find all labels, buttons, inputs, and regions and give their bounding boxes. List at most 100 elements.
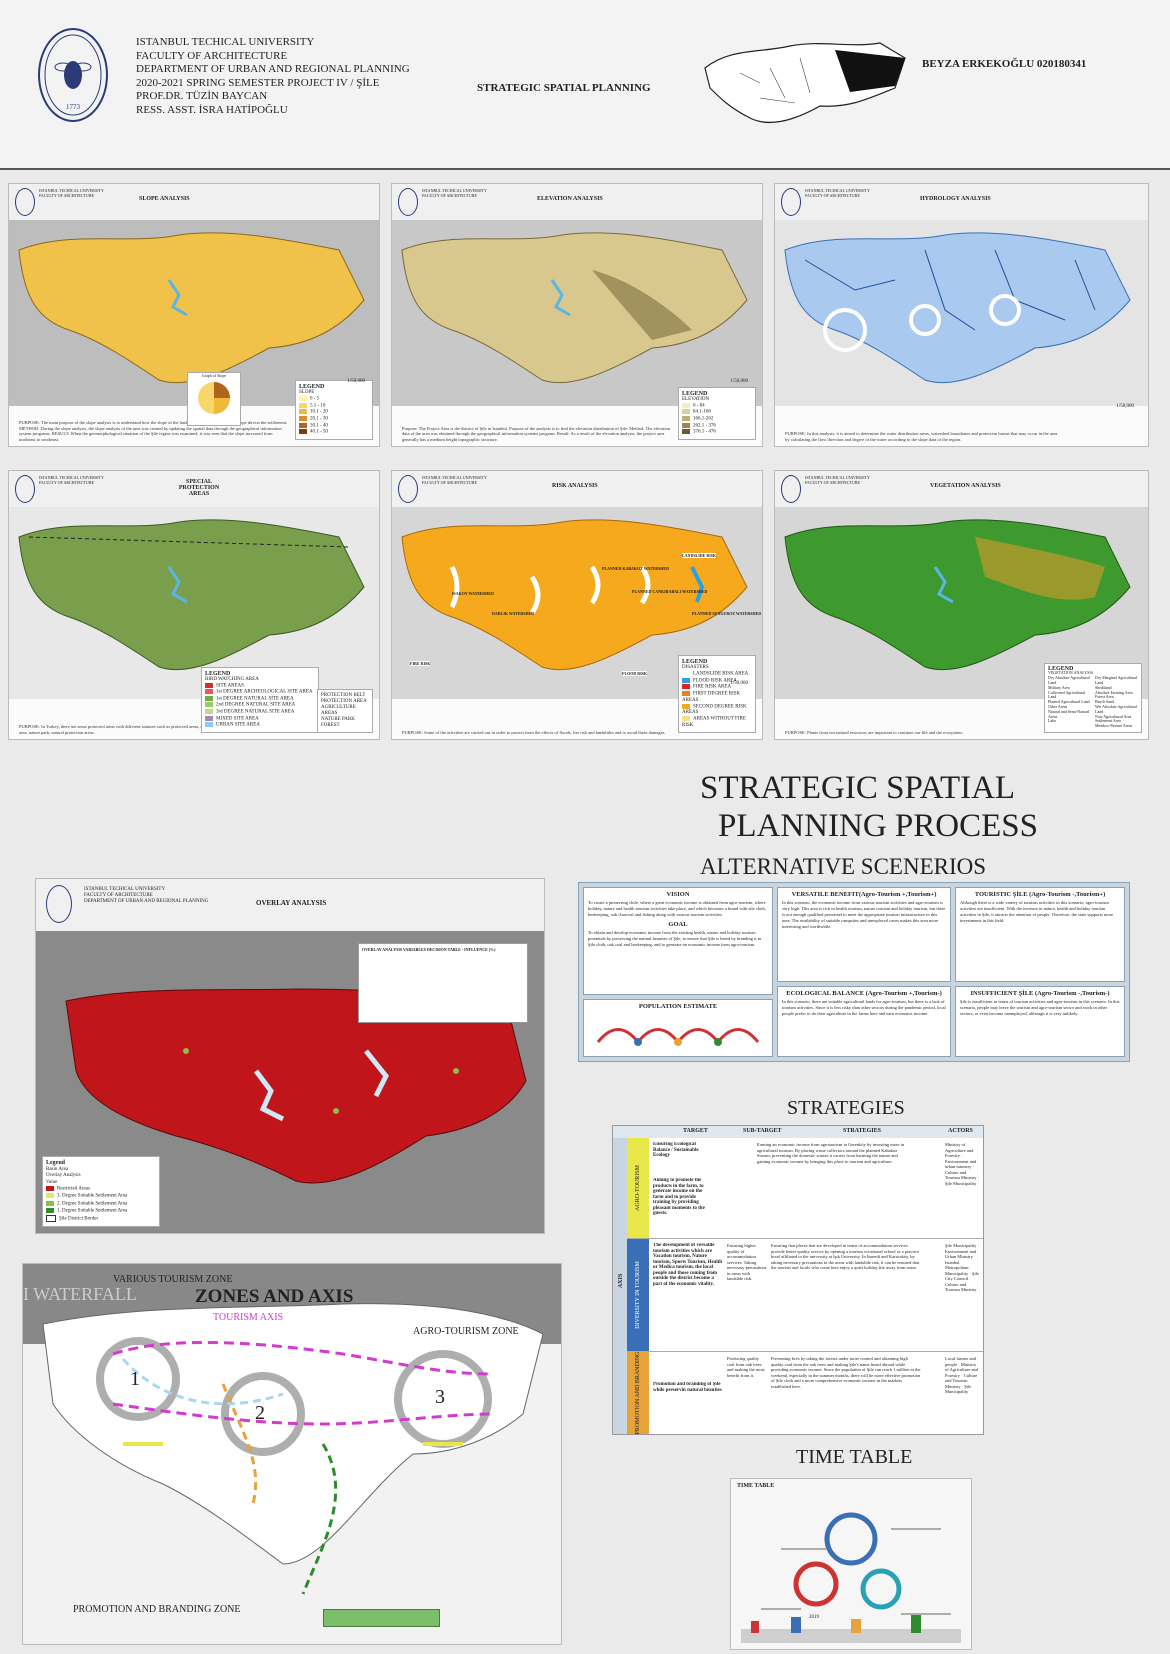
green-label-box bbox=[323, 1609, 440, 1627]
map-label: FLOOD RISK bbox=[622, 671, 648, 676]
legend-item: 3. Degree Suitable Settlement Area bbox=[46, 1193, 156, 1200]
legend-item: 2nd DEGREE NATURAL SITE AREA bbox=[205, 702, 315, 709]
zones-map bbox=[42, 1303, 544, 1595]
versatile-benefit-box: VERSATILE BENEFIT(Agro-Tourism +,Tourism… bbox=[777, 887, 951, 982]
panel-header: ISTANBUL TECHICAL UNIVERSITY FACULTY OF A… bbox=[9, 471, 379, 508]
legend-subtitle: ELEVATION bbox=[682, 396, 710, 402]
time-table-panel: TIME TABLE 2019 bbox=[730, 1478, 972, 1650]
vegetation-analysis-panel: ISTANBUL TECHICAL UNIVERSITY FACULTY OF A… bbox=[774, 470, 1149, 740]
row-subtarget: Aiming to promote the products in the fa… bbox=[653, 1178, 705, 1216]
legend-item: 166.1-262 bbox=[682, 416, 752, 423]
row-strategy: Preventing fires by taking the forests u… bbox=[771, 1356, 921, 1389]
axis-bar: AXIS bbox=[613, 1138, 627, 1434]
map-label: PLANNED KABAKOZ WATERSHED bbox=[602, 566, 669, 571]
zones-and-axis-panel: I WATERFALL ZONES AND AXIS VARIOUS TOURI… bbox=[22, 1263, 562, 1645]
main-title-line2: PLANNING PROCESS bbox=[718, 808, 1038, 844]
scale-label: 1/50,000 bbox=[730, 379, 748, 384]
row-target: Ensuring Ecological Balance / Sustainabl… bbox=[653, 1142, 699, 1158]
scenario-title: VERSATILE BENEFIT(Agro-Tourism +,Tourism… bbox=[791, 891, 937, 898]
population-estimate-box: POPULATION ESTIMATE bbox=[583, 999, 773, 1057]
row-label-bar: DIVERSITY IN TOURISM bbox=[627, 1239, 649, 1351]
header-line: ISTANBUL TECHICAL UNIVERSITY bbox=[136, 36, 315, 48]
legend-subtitle: DISASTERS bbox=[682, 665, 709, 671]
panel-text: PURPOSE: The main purpose of the slope a… bbox=[19, 420, 288, 442]
legend-item: 262.1 - 376 bbox=[682, 422, 752, 430]
scenarios-board: VISION To create a pioneering chile, whe… bbox=[578, 882, 1130, 1062]
legend-item: PROTECTION AREA bbox=[321, 699, 367, 704]
risk-legend: LEGEND DISASTERS LANDSLIDE RISK AREA FLO… bbox=[678, 655, 756, 733]
population-title: POPULATION ESTIMATE bbox=[638, 1003, 718, 1010]
axis-label: AXIS bbox=[618, 1273, 625, 1289]
panel-title: VEGETATION ANALYSIS bbox=[930, 483, 1001, 489]
legend-item: 1st DEGREE ARCHEOLOGICAL SITE AREA bbox=[205, 689, 315, 696]
logo-icon bbox=[398, 475, 418, 503]
scale-label: 1/50,000 bbox=[1116, 404, 1134, 409]
row-actors: Local farmer and people · Ministry of Ag… bbox=[945, 1356, 978, 1394]
goal-text: To obtain and develop economic income fr… bbox=[588, 930, 762, 947]
logo-icon bbox=[398, 188, 418, 216]
header-line: FACULTY OF ARCHITECTURE bbox=[136, 49, 288, 62]
time-table-inner-title: TIME TABLE bbox=[737, 1483, 775, 1489]
promotion-branding-label: PROMOTION AND BRANDING ZONE bbox=[73, 1604, 241, 1615]
legend-item: 3rd DEGREE NATURAL SITE AREA bbox=[205, 709, 315, 716]
legend-title: LEGEND bbox=[1048, 665, 1074, 672]
legend-subtitle: SLOPE bbox=[299, 390, 315, 396]
scenario-text: Although there is a wide variety of tour… bbox=[960, 900, 1114, 923]
scenario-title: INSUFFICIENT ŞİLE (Agro-Tourism -,Touris… bbox=[970, 990, 1110, 997]
panel-title: OVERLAY ANALYSIS bbox=[256, 899, 327, 907]
insufficient-sile-box: INSUFFICIENT ŞİLE (Agro-Tourism -,Touris… bbox=[955, 986, 1125, 1057]
zone-number: 1 bbox=[130, 1368, 140, 1390]
legend-item: Şile District Border bbox=[46, 1214, 156, 1223]
legend-item: Overlay Analysis bbox=[46, 1173, 81, 1179]
legend-item: AREAS WITHOUT FIRE RISK bbox=[682, 716, 746, 728]
panel-course-info: ISTANBUL TECHICAL UNIVERSITY FACULTY OF A… bbox=[39, 475, 104, 485]
panel-title: SPECIAL PROTECTION AREAS bbox=[178, 479, 220, 497]
strategy-row: DIVERSITY IN TOURISM The development of … bbox=[627, 1239, 983, 1352]
row-subtarget: Producing quality coal from oak trees an… bbox=[727, 1356, 765, 1378]
legend-item: Forest Area bbox=[1095, 694, 1114, 700]
elevation-map bbox=[392, 220, 762, 406]
scenario-title: ECOLOGICAL BALANCE (Agro-Tourism +,Touri… bbox=[786, 990, 942, 997]
legend-item: 10.1 - 20 bbox=[299, 409, 369, 416]
university-logo: 1773 bbox=[38, 28, 108, 122]
scenario-text: In this scenario, the economic income fr… bbox=[782, 900, 946, 929]
logo-icon bbox=[15, 475, 35, 503]
panel-course-info: ISTANBUL TECHICAL UNIVERSITY FACULTY OF A… bbox=[805, 188, 870, 198]
legend-item: SECOND DEGREE RISK AREAS bbox=[682, 703, 747, 716]
legend-item: 1. Degree Suitable Settlement Area bbox=[46, 1207, 156, 1215]
map-label: FIRE RISK bbox=[410, 661, 431, 666]
main-title-line1: STRATEGIC SPATIAL bbox=[700, 770, 1016, 806]
legend-item: Dry Absolute Agricultural Land bbox=[1048, 675, 1090, 686]
header-actors: ACTORS bbox=[948, 1128, 973, 1134]
vegetation-legend: LEGEND VEGETATION ANALYSIS Dry Absolute … bbox=[1044, 662, 1142, 733]
waterfall-label: I WATERFALL bbox=[23, 1284, 137, 1304]
protection-legend: LEGEND BIRD WATCHING AREA SITE AREAS 1st… bbox=[201, 666, 319, 733]
various-tourism-label: VARIOUS TOURISM ZONE bbox=[113, 1274, 233, 1285]
time-table-title: TIME TABLE bbox=[796, 1446, 913, 1468]
hydrology-analysis-panel: ISTANBUL TECHICAL UNIVERSITY FACULTY OF A… bbox=[774, 183, 1149, 447]
legend-title: Legend bbox=[46, 1160, 66, 1167]
time-table-infographic bbox=[741, 1512, 961, 1643]
hydrology-map bbox=[775, 220, 1148, 406]
panel-text: PURPOSE: Plants from our natural resourc… bbox=[785, 729, 963, 735]
zones-title: ZONES AND AXIS bbox=[195, 1286, 354, 1307]
header-line: 2020-2021 SPRING SEMESTER PROJECT IV / Ş… bbox=[136, 76, 380, 89]
panel-course-info: ISTANBUL TECHICAL UNIVERSITY FACULTY OF A… bbox=[84, 887, 209, 904]
legend-item: Wet Absolute Agricultural Land bbox=[1095, 704, 1137, 714]
header-line: RESS. ASST. İSRA HATİPOĞLU bbox=[136, 103, 288, 116]
zone-number: 3 bbox=[435, 1386, 445, 1408]
chart-title: Graph of Slope bbox=[201, 373, 227, 378]
legend-item: FIRST DEGREE RISK AREAS bbox=[682, 691, 741, 703]
vision-title: VISION bbox=[666, 891, 690, 898]
special-protection-areas-panel: ISTANBUL TECHICAL UNIVERSITY FACULTY OF A… bbox=[8, 470, 380, 740]
legend-items: Dry Absolute Agricultural Land Military … bbox=[1048, 675, 1138, 729]
row-actors: Ministry of Agriculture and Forestry · E… bbox=[945, 1142, 980, 1186]
zone-number: 2 bbox=[255, 1402, 265, 1424]
legend-item: Natural and Semi-Natural Areas bbox=[1048, 708, 1090, 719]
ecological-balance-box: ECOLOGICAL BALANCE (Agro-Tourism +,Touri… bbox=[777, 986, 951, 1057]
legend-title: LEGEND bbox=[299, 384, 325, 391]
legend-item: Absolute Farming Area bbox=[1095, 689, 1133, 695]
header-line: PROF.DR. TÜZİN BAYCAN bbox=[136, 90, 268, 102]
strategies-header-row: TARGET SUB-TARGET STRATEGIES ACTORS bbox=[613, 1126, 983, 1138]
strategy-row: AGRO-TOURISM Ensuring Ecological Balance… bbox=[627, 1138, 983, 1239]
